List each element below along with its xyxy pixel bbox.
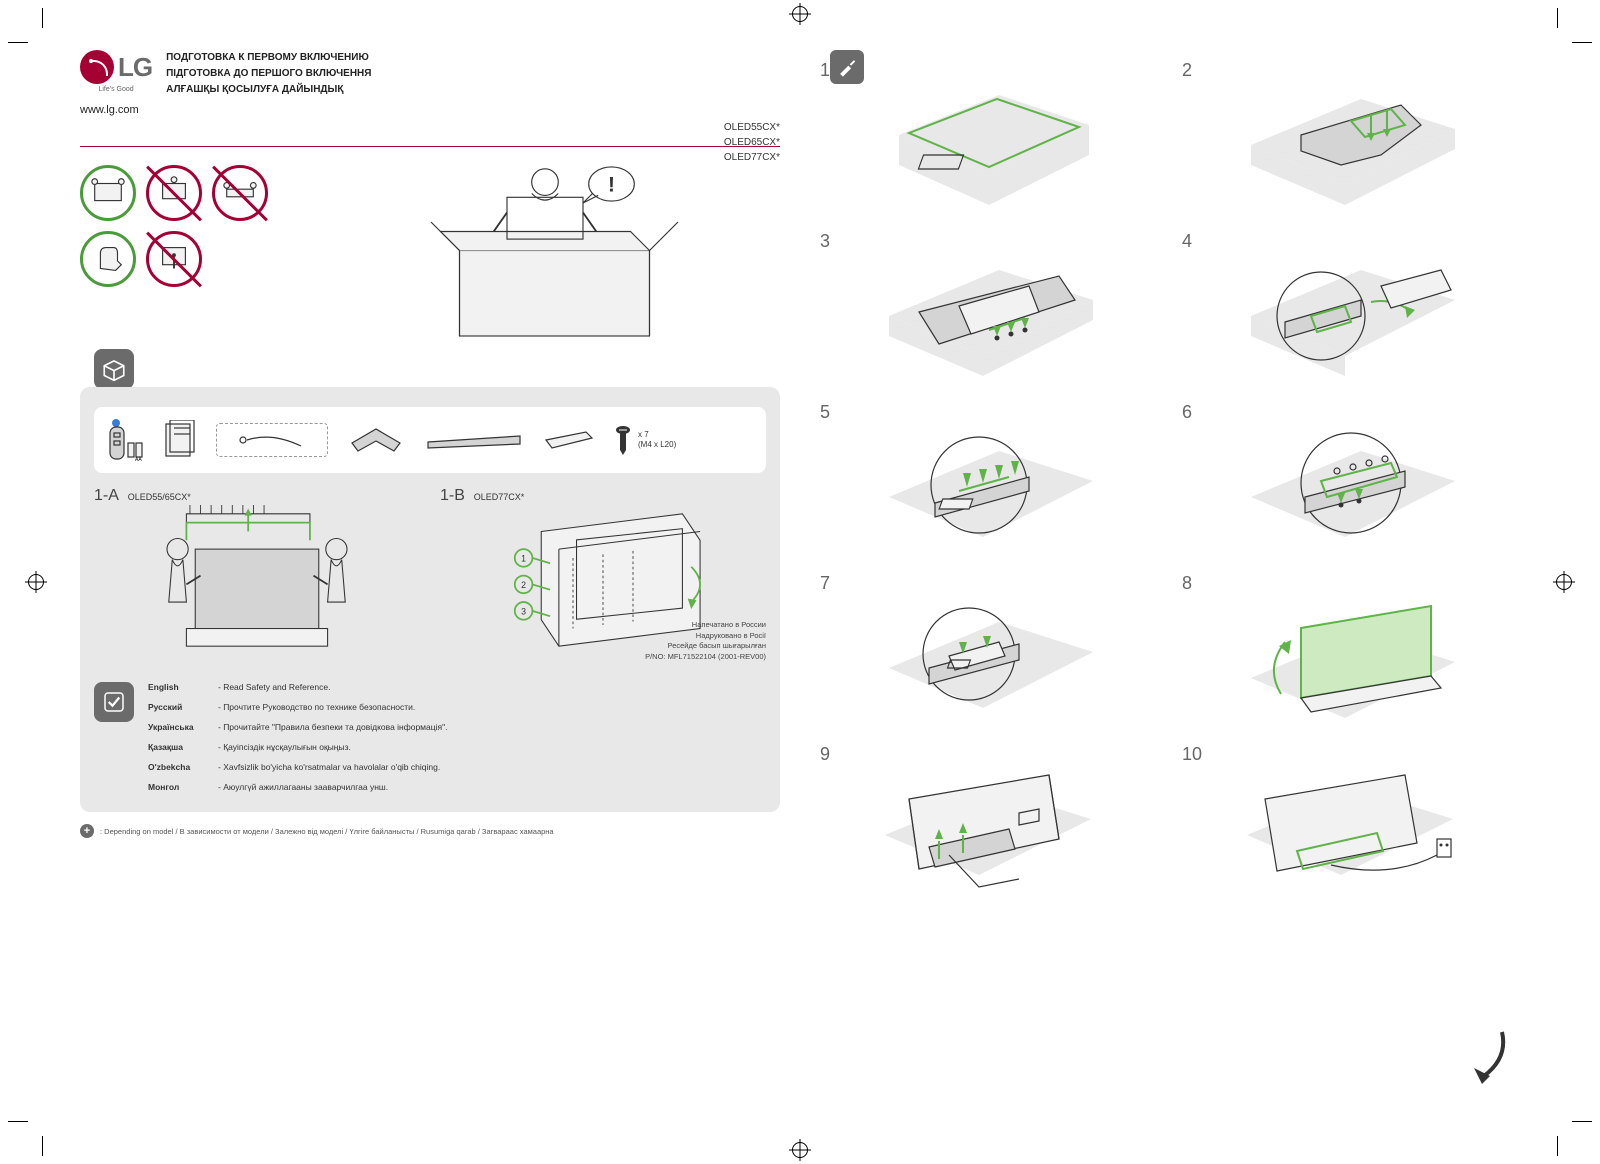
crop-mark — [8, 42, 28, 43]
brand-name: LG — [118, 52, 152, 83]
title-uk: ПІДГОТОВКА ДО ПЕРШОГО ВКЛЮЧЕННЯ — [166, 66, 371, 82]
crop-mark — [8, 1121, 28, 1122]
step-2: 2 — [1182, 60, 1520, 215]
crop-mark — [1557, 1136, 1558, 1156]
crop-mark — [1557, 8, 1558, 28]
carry-one-person-no-icon — [146, 165, 202, 221]
step-10: 10 — [1182, 744, 1520, 899]
step-8: 8 — [1182, 573, 1520, 728]
print-info: Напечатано в России Надруковано в Росії … — [645, 620, 766, 662]
accessories-panel: AA x 7 (M4 x L20) — [80, 387, 780, 812]
cable-holder-icon — [216, 423, 328, 457]
language-table: English- Read Safety and Reference. Русс… — [148, 682, 766, 802]
glove-ok-icon — [80, 231, 136, 287]
brand-url: www.lg.com — [80, 104, 780, 116]
manual-icon — [164, 420, 198, 460]
model-dependent-footnote: + : Depending on model / В зависимости о… — [80, 824, 780, 838]
step-3: 3 — [820, 231, 1158, 386]
svg-text:3: 3 — [521, 606, 526, 616]
document-titles: ПОДГОТОВКА К ПЕРВОМУ ВКЛЮЧЕНИЮ ПІДГОТОВК… — [166, 50, 371, 98]
step-6: 6 — [1182, 402, 1520, 557]
svg-text:2: 2 — [521, 580, 526, 590]
page-right: 1 2 3 — [820, 50, 1520, 1114]
title-ru: ПОДГОТОВКА К ПЕРВОМУ ВКЛЮЧЕНИЮ — [166, 50, 371, 66]
language-notice-block: English- Read Safety and Reference. Русс… — [94, 682, 766, 802]
box-contents-icon — [94, 349, 134, 389]
step-7: 7 — [820, 573, 1158, 728]
svg-text:AA: AA — [135, 457, 142, 463]
header-divider — [80, 146, 780, 147]
remote-batteries-icon: AA — [106, 417, 146, 463]
assembly-steps-grid: 1 2 3 — [820, 60, 1520, 899]
stand-bar-icon — [424, 428, 524, 452]
header: LG Life's Good ПОДГОТОВКА К ПЕРВОМУ ВКЛЮ… — [80, 50, 780, 98]
registration-mark-bottom — [792, 1142, 808, 1158]
crop-mark — [42, 1136, 43, 1156]
svg-text:!: ! — [608, 174, 615, 197]
registration-mark-left — [28, 574, 44, 590]
unboxing-caution-figure: ! — [310, 165, 780, 355]
step-5: 5 — [820, 402, 1158, 557]
stand-base-icon — [346, 423, 406, 457]
reference-icon — [94, 682, 134, 722]
lg-emblem-icon — [80, 50, 114, 84]
handling-icon-grid — [80, 165, 270, 289]
handling-section: ! — [80, 165, 780, 355]
brand-logo: LG Life's Good — [80, 50, 152, 93]
stand-cover-icon — [542, 428, 596, 452]
parts-list: AA x 7 (M4 x L20) — [94, 407, 766, 473]
registration-mark-right — [1556, 574, 1572, 590]
screw-spec: x 7 (M4 x L20) — [638, 430, 676, 451]
step-4: 4 — [1182, 231, 1520, 386]
page-turn-arrow-icon — [1450, 1024, 1510, 1084]
plus-icon: + — [80, 824, 94, 838]
touch-screen-no-icon — [146, 231, 202, 287]
carry-horizontal-no-icon — [212, 165, 268, 221]
model: OLED65CX* — [724, 135, 780, 150]
step-9: 9 — [820, 744, 1158, 899]
screws-icon: x 7 (M4 x L20) — [614, 425, 676, 455]
crop-mark — [42, 8, 43, 28]
registration-mark-top — [792, 6, 808, 22]
crop-mark — [1572, 42, 1592, 43]
crop-mark — [1572, 1121, 1592, 1122]
page-left: LG Life's Good ПОДГОТОВКА К ПЕРВОМУ ВКЛЮ… — [80, 50, 780, 1114]
model: OLED77CX* — [724, 150, 780, 165]
svg-text:1: 1 — [521, 553, 526, 563]
step-1: 1 — [820, 60, 1158, 215]
title-kk: АЛҒАШҚЫ ҚОСЫЛУҒА ДАЙЫНДЫҚ — [166, 82, 371, 98]
carry-two-person-ok-icon — [80, 165, 136, 221]
unpack-1a: 1-A OLED55/65CX* — [94, 487, 420, 658]
brand-tagline: Life's Good — [98, 86, 133, 93]
model-list: OLED55CX* OLED65CX* OLED77CX* — [724, 120, 780, 165]
model: OLED55CX* — [724, 120, 780, 135]
